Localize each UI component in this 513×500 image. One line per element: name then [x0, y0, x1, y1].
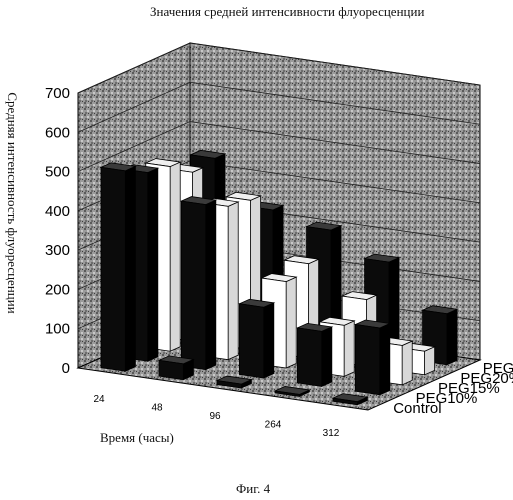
figure-caption: Фиг. 4 — [236, 481, 270, 497]
y-tick-label: 200 — [45, 281, 70, 298]
y-tick-label: 600 — [45, 124, 70, 141]
bar-control-24 — [101, 163, 135, 371]
bar-peg10-312 — [355, 320, 389, 395]
bar-control-48 — [159, 356, 193, 380]
x-tick-label: 96 — [209, 411, 221, 422]
x-tick-label: 264 — [265, 419, 282, 430]
y-tick-label: 400 — [45, 203, 70, 220]
y-tick-label: 0 — [62, 360, 70, 377]
x-tick-label: 312 — [323, 428, 340, 439]
y-tick-label: 700 — [45, 85, 70, 102]
y-tick-label: 300 — [45, 242, 70, 259]
y-axis-label: Средняя интенсивность флуоресценции — [4, 68, 20, 338]
y-axis-label-wrap: Средняя интенсивность флуоресценции — [2, 70, 22, 340]
y-tick-label: 100 — [45, 321, 70, 338]
bar-peg10-48 — [181, 197, 215, 370]
y-tick-label: 500 — [45, 164, 70, 181]
series-label: PEG25% — [483, 360, 513, 377]
x-tick-label: 24 — [93, 394, 105, 405]
bar-peg10-96 — [239, 299, 273, 378]
x-tick-label: 48 — [151, 403, 163, 414]
bar-peg10-264 — [297, 323, 331, 386]
x-axis-label: Время (часы) — [100, 430, 174, 446]
